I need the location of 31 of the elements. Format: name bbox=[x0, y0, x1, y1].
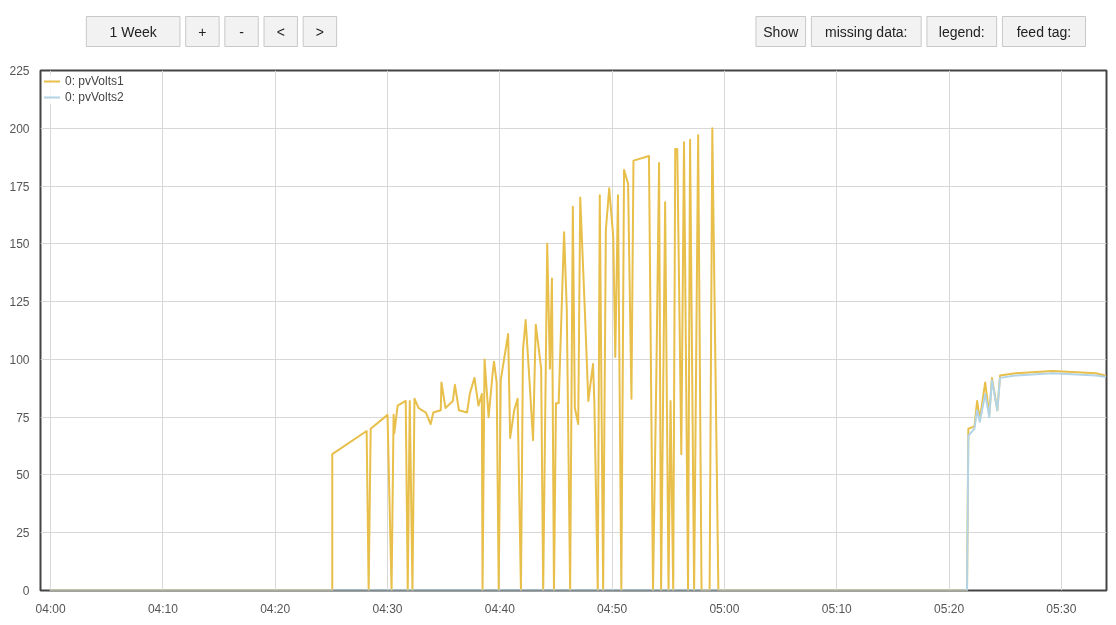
x-tick-label: 04:00 bbox=[35, 601, 66, 616]
y-tick-label: 75 bbox=[16, 410, 30, 425]
y-tick-label: 125 bbox=[9, 295, 30, 310]
y-tick-label: 100 bbox=[9, 352, 30, 367]
y-tick-label: 50 bbox=[16, 468, 30, 483]
text: feed tag: bbox=[1016, 23, 1072, 40]
text: missing data: bbox=[825, 23, 908, 40]
x-tick-label: 04:10 bbox=[147, 601, 179, 616]
text: > bbox=[315, 23, 324, 40]
text: legend: bbox=[938, 23, 985, 40]
x-tick-label: 05:00 bbox=[709, 601, 740, 616]
y-tick-label: 200 bbox=[9, 121, 30, 136]
text: + bbox=[198, 23, 207, 40]
x-tick-label: 05:20 bbox=[934, 601, 965, 616]
text: - bbox=[239, 23, 245, 40]
y-tick-label: 225 bbox=[9, 64, 30, 78]
x-tick-label: 05:30 bbox=[1046, 601, 1077, 616]
y-tick-label: 150 bbox=[9, 237, 30, 252]
x-tick-label: 04:20 bbox=[260, 601, 291, 616]
y-tick-label: 175 bbox=[9, 179, 30, 194]
x-tick-label: 04:30 bbox=[372, 601, 403, 616]
legend-label: 0: pvVolts1 bbox=[65, 74, 124, 88]
text: < bbox=[276, 23, 285, 40]
text: Show bbox=[763, 23, 800, 40]
text: 1 Week bbox=[109, 23, 158, 40]
y-tick-label: 0 bbox=[22, 584, 30, 598]
x-tick-label: 04:40 bbox=[484, 601, 516, 616]
legend-label: 0: pvVolts2 bbox=[65, 90, 124, 104]
y-tick-label: 25 bbox=[16, 526, 30, 541]
x-tick-label: 04:50 bbox=[597, 601, 628, 616]
x-tick-label: 05:10 bbox=[821, 601, 853, 616]
